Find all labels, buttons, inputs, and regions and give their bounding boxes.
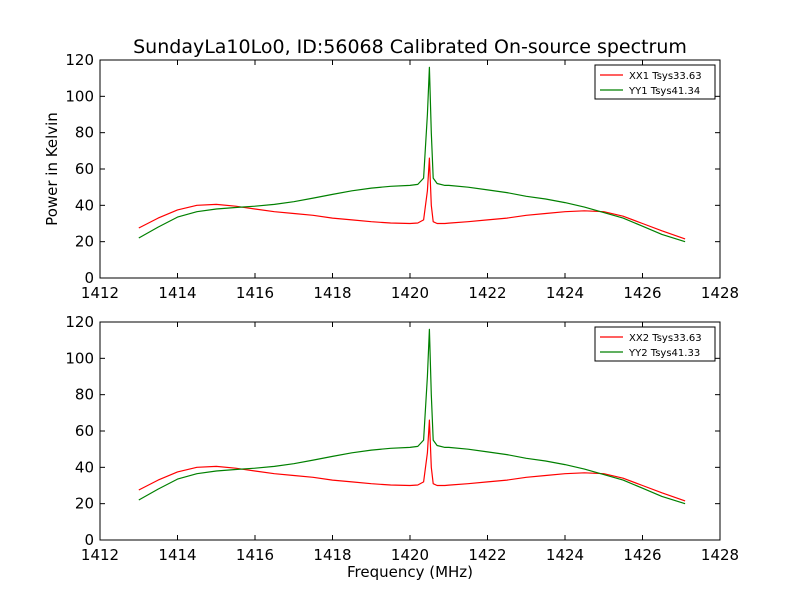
chart-title: SundayLa10Lo0, ID:56068 Calibrated On-so… [133,36,687,58]
y-tick-label: 120 [65,51,94,69]
y-tick-label: 60 [75,422,94,440]
y-tick-label: 40 [75,458,94,476]
x-tick-label: 1414 [158,546,196,564]
x-tick-label: 1414 [158,284,196,302]
x-tick-label: 1428 [701,546,739,564]
legend-label: XX2 Tsys33.63 [629,333,702,344]
series-line-yy [138,328,686,505]
series-line-xx [138,419,686,502]
y-tick-label: 20 [75,495,94,513]
legend: XX2 Tsys33.63 YY2 Tsys41.33 [594,326,716,362]
bottom-panel: 1412 1414 1416 1418 1420 1422 1424 1426 1428 0 20 4… [65,313,739,581]
x-tick-label: 1418 [313,284,351,302]
y-axis-label: Power in Kelvin [43,112,61,226]
series-line-xx [138,157,686,240]
x-tick-label: 1422 [468,546,506,564]
x-tick-label: 1428 [701,284,739,302]
y-tick-label: 80 [75,124,94,142]
x-tick-label: 1412 [81,546,119,564]
y-tick-label: 80 [75,386,94,404]
legend: XX1 Tsys33.63 YY1 Tsys41.34 [594,64,716,100]
series-line-yy [138,66,686,243]
top-panel: 1412 1414 1416 1418 1420 1422 1424 1426 1428 0 20 4… [43,51,739,302]
y-tick-label: 100 [65,87,94,105]
y-tick-label: 20 [75,233,94,251]
y-tick-label: 0 [84,531,94,549]
x-tick-label: 1422 [468,284,506,302]
x-tick-label: 1416 [236,546,274,564]
x-tick-label: 1426 [623,284,661,302]
legend-label: YY1 Tsys41.34 [628,86,700,97]
legend-label: XX1 Tsys33.63 [629,71,702,82]
x-tick-label: 1412 [81,284,119,302]
y-tick-label: 0 [84,269,94,287]
x-tick-label: 1424 [546,284,584,302]
x-tick-label: 1418 [313,546,351,564]
x-tick-label: 1424 [546,546,584,564]
y-tick-label: 100 [65,349,94,367]
x-tick-label: 1420 [391,284,429,302]
y-tick-label: 40 [75,196,94,214]
y-tick-label: 120 [65,313,94,331]
x-tick-label: 1416 [236,284,274,302]
legend-label: YY2 Tsys41.33 [628,348,700,359]
y-tick-label: 60 [75,160,94,178]
x-tick-label: 1426 [623,546,661,564]
legend-box [594,326,716,362]
legend-box [594,64,716,100]
x-axis-label: Frequency (MHz) [347,563,473,581]
x-tick-label: 1420 [391,546,429,564]
